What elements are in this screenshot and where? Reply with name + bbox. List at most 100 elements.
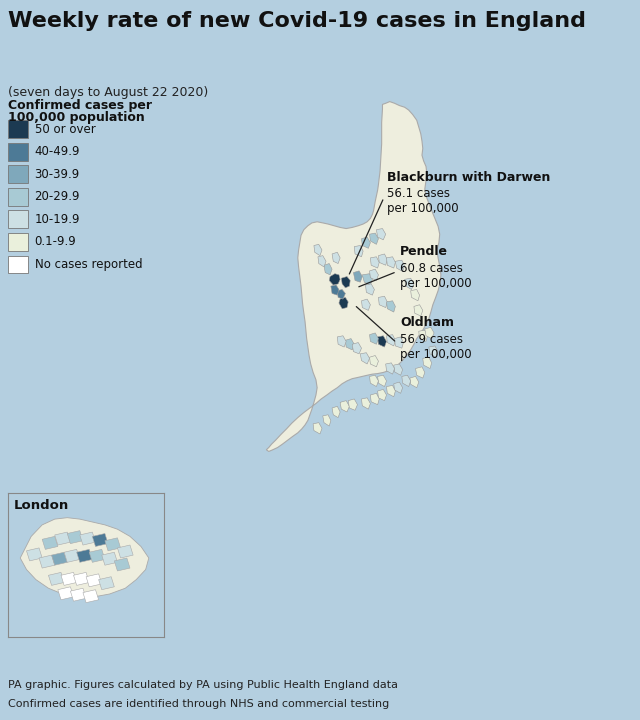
Polygon shape bbox=[404, 278, 414, 289]
Polygon shape bbox=[378, 254, 387, 265]
Polygon shape bbox=[340, 400, 349, 412]
Polygon shape bbox=[425, 328, 434, 338]
Polygon shape bbox=[369, 375, 378, 387]
Polygon shape bbox=[346, 338, 355, 350]
Polygon shape bbox=[371, 257, 380, 268]
Polygon shape bbox=[402, 375, 411, 387]
Text: 56.9 cases
per 100,000: 56.9 cases per 100,000 bbox=[400, 333, 472, 361]
Text: Confirmed cases per: Confirmed cases per bbox=[8, 99, 152, 112]
Polygon shape bbox=[341, 276, 350, 288]
Polygon shape bbox=[369, 233, 378, 244]
Polygon shape bbox=[92, 534, 108, 546]
Polygon shape bbox=[77, 549, 92, 562]
Polygon shape bbox=[411, 289, 420, 301]
Text: 0.1-9.9: 0.1-9.9 bbox=[35, 235, 76, 248]
Polygon shape bbox=[70, 588, 86, 601]
Polygon shape bbox=[67, 531, 83, 544]
Polygon shape bbox=[386, 363, 395, 374]
Text: Confirmed cases are identified through NHS and commercial testing: Confirmed cases are identified through N… bbox=[8, 699, 389, 708]
Text: 30-39.9: 30-39.9 bbox=[35, 168, 80, 181]
Polygon shape bbox=[64, 549, 80, 562]
FancyBboxPatch shape bbox=[8, 210, 28, 228]
Polygon shape bbox=[318, 256, 326, 267]
Polygon shape bbox=[369, 269, 378, 281]
Text: Pendle: Pendle bbox=[400, 245, 448, 258]
Text: Blackburn with Darwen: Blackburn with Darwen bbox=[387, 171, 550, 184]
Text: 60.8 cases
per 100,000: 60.8 cases per 100,000 bbox=[400, 261, 472, 289]
Text: 20-29.9: 20-29.9 bbox=[35, 190, 80, 203]
FancyBboxPatch shape bbox=[8, 143, 28, 161]
Text: 50 or over: 50 or over bbox=[35, 122, 95, 135]
Text: No cases reported: No cases reported bbox=[35, 258, 142, 271]
Polygon shape bbox=[324, 264, 332, 275]
Text: (seven days to August 22 2020): (seven days to August 22 2020) bbox=[8, 86, 208, 99]
Polygon shape bbox=[83, 590, 99, 603]
Text: PA graphic. Figures calculated by PA using Public Health England data: PA graphic. Figures calculated by PA usi… bbox=[8, 680, 397, 690]
Polygon shape bbox=[348, 399, 358, 410]
Polygon shape bbox=[378, 296, 387, 307]
Polygon shape bbox=[339, 297, 348, 309]
Text: 56.1 cases
per 100,000: 56.1 cases per 100,000 bbox=[387, 187, 459, 215]
Polygon shape bbox=[26, 548, 42, 561]
Polygon shape bbox=[362, 237, 371, 248]
Polygon shape bbox=[387, 385, 396, 397]
FancyBboxPatch shape bbox=[8, 256, 28, 274]
Polygon shape bbox=[266, 102, 441, 451]
Polygon shape bbox=[362, 299, 371, 310]
Polygon shape bbox=[395, 337, 403, 348]
Polygon shape bbox=[419, 330, 428, 341]
Polygon shape bbox=[314, 244, 322, 256]
Text: 100,000 population: 100,000 population bbox=[8, 111, 145, 125]
Polygon shape bbox=[352, 343, 362, 354]
Polygon shape bbox=[102, 552, 118, 565]
Polygon shape bbox=[332, 252, 340, 264]
Polygon shape bbox=[410, 377, 419, 387]
Polygon shape bbox=[429, 346, 438, 357]
Polygon shape bbox=[365, 284, 374, 295]
Polygon shape bbox=[20, 518, 149, 597]
Polygon shape bbox=[58, 587, 74, 600]
Polygon shape bbox=[337, 289, 346, 299]
Polygon shape bbox=[99, 577, 115, 590]
Text: 40-49.9: 40-49.9 bbox=[35, 145, 80, 158]
Polygon shape bbox=[52, 552, 67, 565]
Polygon shape bbox=[378, 375, 387, 387]
Polygon shape bbox=[55, 532, 70, 545]
Polygon shape bbox=[394, 364, 403, 375]
Polygon shape bbox=[378, 390, 387, 400]
Polygon shape bbox=[362, 398, 371, 409]
FancyBboxPatch shape bbox=[8, 120, 28, 138]
Text: Oldham: Oldham bbox=[400, 316, 454, 329]
Polygon shape bbox=[355, 246, 363, 257]
Polygon shape bbox=[387, 335, 396, 346]
Polygon shape bbox=[115, 558, 130, 571]
Polygon shape bbox=[39, 555, 55, 568]
FancyBboxPatch shape bbox=[8, 233, 28, 251]
Polygon shape bbox=[394, 382, 403, 393]
Polygon shape bbox=[313, 423, 322, 434]
Polygon shape bbox=[387, 301, 396, 312]
Polygon shape bbox=[74, 572, 89, 585]
Polygon shape bbox=[414, 305, 423, 316]
Polygon shape bbox=[396, 260, 404, 271]
Polygon shape bbox=[86, 574, 102, 587]
Polygon shape bbox=[42, 536, 58, 549]
Polygon shape bbox=[80, 532, 95, 545]
Polygon shape bbox=[369, 356, 378, 366]
Polygon shape bbox=[332, 406, 340, 418]
Polygon shape bbox=[118, 545, 133, 558]
Polygon shape bbox=[61, 572, 77, 585]
Polygon shape bbox=[353, 271, 362, 282]
Polygon shape bbox=[362, 274, 372, 285]
Polygon shape bbox=[337, 336, 346, 347]
Text: 10-19.9: 10-19.9 bbox=[35, 213, 80, 226]
Text: Weekly rate of new Covid-19 cases in England: Weekly rate of new Covid-19 cases in Eng… bbox=[8, 12, 586, 31]
Polygon shape bbox=[49, 572, 64, 585]
Polygon shape bbox=[378, 336, 387, 347]
Polygon shape bbox=[371, 393, 380, 405]
Polygon shape bbox=[329, 274, 340, 285]
Polygon shape bbox=[360, 353, 369, 364]
Polygon shape bbox=[331, 285, 339, 295]
Polygon shape bbox=[89, 549, 105, 562]
FancyBboxPatch shape bbox=[8, 188, 28, 206]
